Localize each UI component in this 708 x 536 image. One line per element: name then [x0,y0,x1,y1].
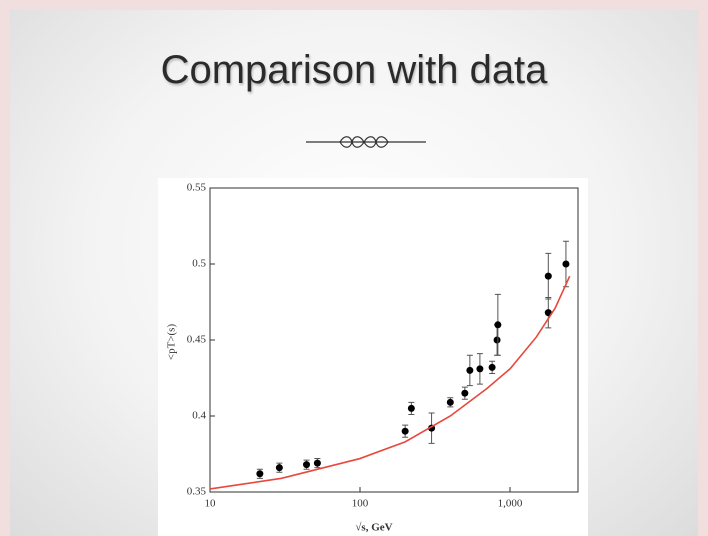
ornament [306,136,426,148]
data-point [461,389,469,397]
data-point [313,459,321,467]
y-axis-label: <pT>(s) [166,324,178,361]
data-point [466,366,474,374]
y-tick-label: 0.4 [192,410,206,422]
data-point [493,336,501,344]
data-point [401,427,409,435]
slide-title: Comparison with data [160,48,548,92]
y-tick-label: 0.55 [187,182,207,194]
y-tick-label: 0.5 [192,258,206,270]
data-point [544,309,552,317]
y-tick-label: 0.45 [187,334,207,346]
data-point [407,404,415,412]
data-point [303,461,311,469]
x-tick-label: 1,000 [498,498,523,510]
x-tick-label: 10 [205,498,217,510]
y-tick-label: 0.35 [187,486,207,498]
data-point [275,464,283,472]
x-axis-label: √s, GeV [355,522,392,534]
fit-curve [209,275,571,490]
data-point [494,321,502,329]
data-point [476,365,484,373]
data-point [562,260,570,268]
data-point [544,272,552,280]
data-point [488,363,496,371]
x-tick-label: 100 [352,498,369,510]
ornament-loops [339,136,389,148]
data-point [256,470,264,478]
data-point [446,398,454,406]
chart: √s, GeV <pT>(s) 0.35 0.4 0.45 0.5 0.55 10 100 1… [158,178,588,536]
